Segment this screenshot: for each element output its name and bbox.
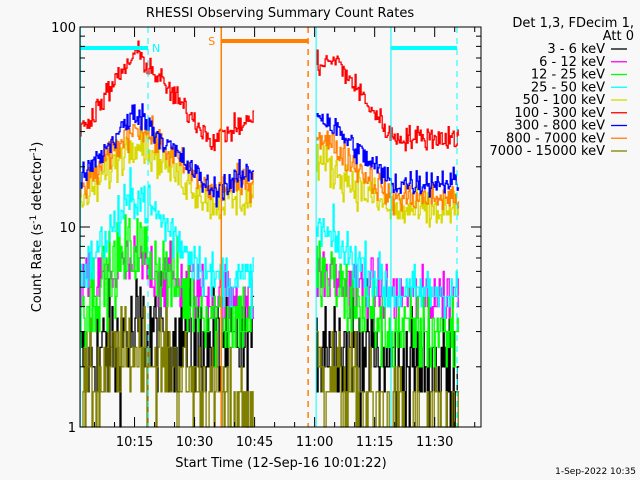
series-line-segment	[316, 203, 460, 319]
y-axis-label-mid: detector	[30, 155, 45, 215]
series-line-segment	[316, 49, 460, 152]
legend-header-attenuator: Att 0	[603, 29, 634, 44]
series-50-100-kev	[80, 125, 460, 228]
series-7000-15000-kev	[80, 295, 460, 428]
legend-entry-label: 3 - 6 keV	[547, 42, 605, 57]
series-12-25-kev	[80, 214, 460, 368]
x-tick-label: 11:30	[416, 435, 453, 450]
series-line-segment	[316, 112, 460, 198]
legend-entry-label: 300 - 800 keV	[514, 119, 605, 134]
series-line-segment	[80, 295, 255, 428]
series-100-300-kev	[80, 40, 460, 152]
x-tick-label: 11:15	[356, 435, 393, 450]
y-axis-label-sup1: -1	[29, 215, 39, 224]
series-line-segment	[80, 167, 255, 319]
y-axis-label: Count Rate (s-1 detector-1)	[29, 142, 45, 313]
series-line-segment	[80, 115, 255, 204]
saa-label: S	[208, 35, 215, 48]
series-line-segment	[80, 214, 255, 368]
legend-entry-label: 25 - 50 keV	[531, 80, 605, 95]
legend-entry-label: 100 - 300 keV	[514, 106, 605, 121]
legend-entry-label: 12 - 25 keV	[531, 68, 605, 83]
night-label: N	[152, 42, 160, 55]
series-line-segment	[316, 130, 460, 216]
series-800-7000-kev	[80, 115, 460, 216]
x-tick-label: 10:45	[236, 435, 273, 450]
series-line-segment	[80, 103, 255, 208]
y-axis-label-end: )	[30, 142, 45, 147]
y-axis-label-main: Count Rate (s	[30, 224, 45, 313]
series-25-50-kev	[80, 167, 460, 319]
legend-entry-label: 800 - 7000 keV	[506, 131, 605, 146]
series-layer	[80, 40, 460, 428]
x-axis-label: Start Time (12-Sep-16 10:01:22)	[175, 456, 386, 471]
series-300-800-kev	[80, 103, 460, 208]
legend-header-detectors: Det 1,3, FDecim 1,	[512, 16, 634, 31]
series-line-segment	[80, 125, 255, 220]
y-axis-label-sup2: -1	[29, 147, 39, 156]
chart-title: RHESSI Observing Summary Count Rates	[146, 6, 415, 21]
x-tick-label: 10:15	[116, 435, 153, 450]
y-tick-label: 100	[51, 21, 76, 36]
legend-entry-label: 50 - 100 keV	[523, 93, 606, 108]
tick-layer: 10:15 10:30 10:45 11:00 11:15 11:30 1 10 100	[51, 21, 481, 450]
legend-entry-label: 7000 - 15000 keV	[490, 144, 606, 159]
y-tick-label: 10	[59, 221, 76, 236]
footer-timestamp: 1-Sep-2022 10:35	[555, 467, 636, 477]
y-tick-label: 1	[68, 421, 76, 436]
series-line-segment	[316, 240, 460, 368]
series-line-segment	[80, 40, 255, 152]
x-tick-label: 10:30	[176, 435, 213, 450]
x-tick-label: 11:00	[296, 435, 333, 450]
series-line-segment	[316, 143, 460, 228]
legend-entry-label: 6 - 12 keV	[539, 55, 605, 70]
